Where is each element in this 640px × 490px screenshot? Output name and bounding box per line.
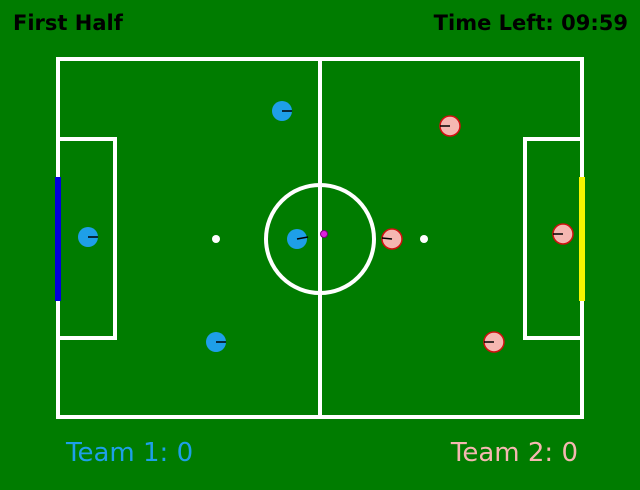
penalty-spot-left (212, 235, 220, 243)
penalty-spot-right (420, 235, 428, 243)
team2-label: Team 2: (450, 438, 554, 468)
center-circle (264, 183, 376, 295)
team2-player (439, 115, 461, 137)
period-label: First Half (13, 11, 123, 35)
team1-player (287, 229, 309, 249)
team1-score: Team 1: 0 (66, 438, 193, 468)
team2-player (552, 223, 574, 245)
team1-player (78, 227, 98, 247)
goal-team1 (55, 177, 61, 301)
team1-score-value: 0 (176, 438, 194, 468)
team1-player (272, 101, 292, 121)
team2-score-value: 0 (561, 438, 578, 468)
goal-team2 (579, 177, 585, 301)
ball (320, 230, 328, 238)
team2-score: Team 2: 0 (451, 438, 578, 468)
team1-label: Team 1: (66, 438, 169, 468)
time-left: Time Left: 09:59 (434, 11, 628, 35)
team1-player (206, 332, 226, 352)
team2-player (381, 228, 403, 250)
field-markings (56, 57, 584, 419)
team2-player (483, 331, 505, 353)
time-left-label: Time Left: (433, 11, 554, 35)
time-left-value: 09:59 (561, 11, 628, 35)
